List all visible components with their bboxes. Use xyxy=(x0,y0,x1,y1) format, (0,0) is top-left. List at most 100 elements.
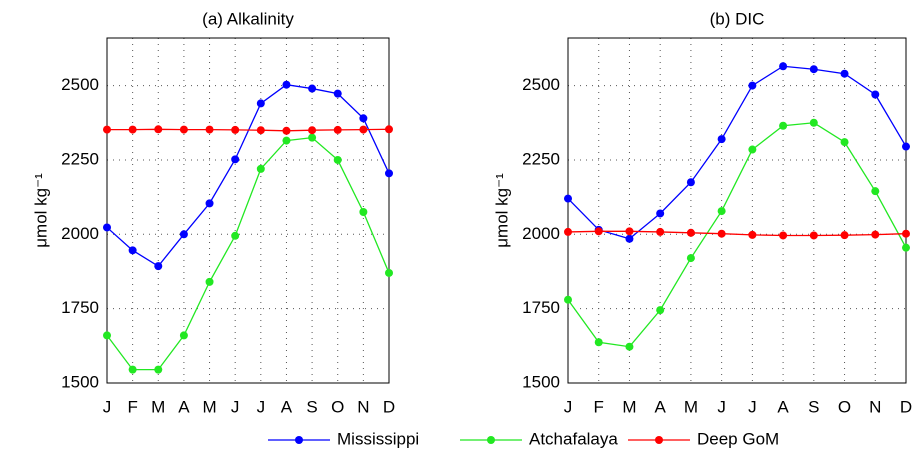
point xyxy=(840,138,849,147)
point xyxy=(333,155,342,164)
legend-marker xyxy=(295,436,303,444)
chart-title: (a) Alkalinity xyxy=(202,9,294,28)
legend-label: Atchafalaya xyxy=(529,429,618,448)
y-tick-label: 2000 xyxy=(522,224,560,243)
point xyxy=(717,135,726,144)
y-tick-label: 2500 xyxy=(522,75,560,94)
point xyxy=(205,277,214,286)
x-tick-label: A xyxy=(178,397,190,416)
point xyxy=(779,231,788,240)
point xyxy=(809,65,818,74)
point xyxy=(103,223,111,232)
y-axis-label: μmol kg⁻¹ xyxy=(31,173,50,248)
x-tick-label: M xyxy=(622,397,636,416)
point xyxy=(256,164,265,173)
point xyxy=(179,331,188,340)
x-tick-label: D xyxy=(383,397,395,416)
point xyxy=(717,207,726,216)
point xyxy=(748,230,757,239)
point xyxy=(717,229,726,238)
point xyxy=(282,136,291,145)
x-tick-label: F xyxy=(127,397,137,416)
point xyxy=(625,234,634,243)
y-tick-label: 2250 xyxy=(61,149,99,168)
point xyxy=(179,125,188,134)
point xyxy=(205,125,214,134)
point xyxy=(385,169,393,178)
y-tick-label: 1750 xyxy=(61,298,99,317)
point xyxy=(902,243,910,252)
point xyxy=(154,125,163,134)
x-tick-label: J xyxy=(257,397,266,416)
x-tick-label: J xyxy=(717,397,726,416)
x-tick-label: O xyxy=(838,397,851,416)
point xyxy=(103,331,111,340)
x-tick-label: N xyxy=(869,397,881,416)
point xyxy=(779,121,788,130)
point xyxy=(385,125,393,134)
point xyxy=(902,229,910,238)
point xyxy=(333,89,342,98)
y-tick-label: 1500 xyxy=(61,372,99,391)
point xyxy=(748,81,757,90)
point xyxy=(154,262,163,271)
x-tick-label: O xyxy=(331,397,344,416)
point xyxy=(179,230,188,239)
point xyxy=(256,126,265,135)
point xyxy=(871,187,880,196)
x-tick-label: M xyxy=(684,397,698,416)
y-axis-label: μmol kg⁻¹ xyxy=(492,173,511,248)
series-line xyxy=(106,136,390,371)
series-line xyxy=(567,230,907,237)
legend-label: Deep GoM xyxy=(697,429,779,448)
point xyxy=(656,306,665,315)
point xyxy=(564,227,572,236)
plot-frame xyxy=(567,37,907,384)
point xyxy=(231,231,240,240)
point xyxy=(308,133,317,142)
y-tick-label: 1750 xyxy=(522,298,560,317)
x-tick-label: S xyxy=(808,397,819,416)
point xyxy=(128,125,137,134)
x-tick-label: J xyxy=(231,397,240,416)
point xyxy=(748,145,757,154)
point xyxy=(154,365,163,374)
point xyxy=(594,338,603,347)
point xyxy=(564,295,572,304)
point xyxy=(333,125,342,134)
point xyxy=(625,227,634,236)
point xyxy=(282,80,291,89)
x-tick-label: D xyxy=(900,397,912,416)
point xyxy=(902,142,910,151)
x-tick-label: F xyxy=(594,397,604,416)
x-tick-label: A xyxy=(655,397,667,416)
point xyxy=(231,155,240,164)
point xyxy=(871,90,880,99)
point xyxy=(686,254,695,263)
legend-marker xyxy=(655,436,663,444)
point xyxy=(308,126,317,135)
x-tick-label: M xyxy=(202,397,216,416)
x-tick-label: J xyxy=(103,397,112,416)
point xyxy=(256,99,265,108)
point xyxy=(359,114,368,123)
point xyxy=(809,118,818,127)
point xyxy=(231,125,240,134)
y-tick-label: 2000 xyxy=(61,224,99,243)
point xyxy=(656,227,665,236)
point xyxy=(686,228,695,237)
point xyxy=(359,207,368,216)
y-tick-label: 1500 xyxy=(522,372,560,391)
point xyxy=(103,125,111,134)
legend-label: Mississippi xyxy=(337,429,419,448)
point xyxy=(564,194,572,203)
y-tick-label: 2500 xyxy=(61,75,99,94)
plot-frame xyxy=(106,37,390,384)
point xyxy=(385,268,393,277)
x-tick-label: J xyxy=(748,397,757,416)
legend-marker xyxy=(487,436,495,444)
point xyxy=(594,227,603,236)
x-tick-label: S xyxy=(306,397,317,416)
point xyxy=(840,231,849,240)
series-line xyxy=(567,65,907,240)
